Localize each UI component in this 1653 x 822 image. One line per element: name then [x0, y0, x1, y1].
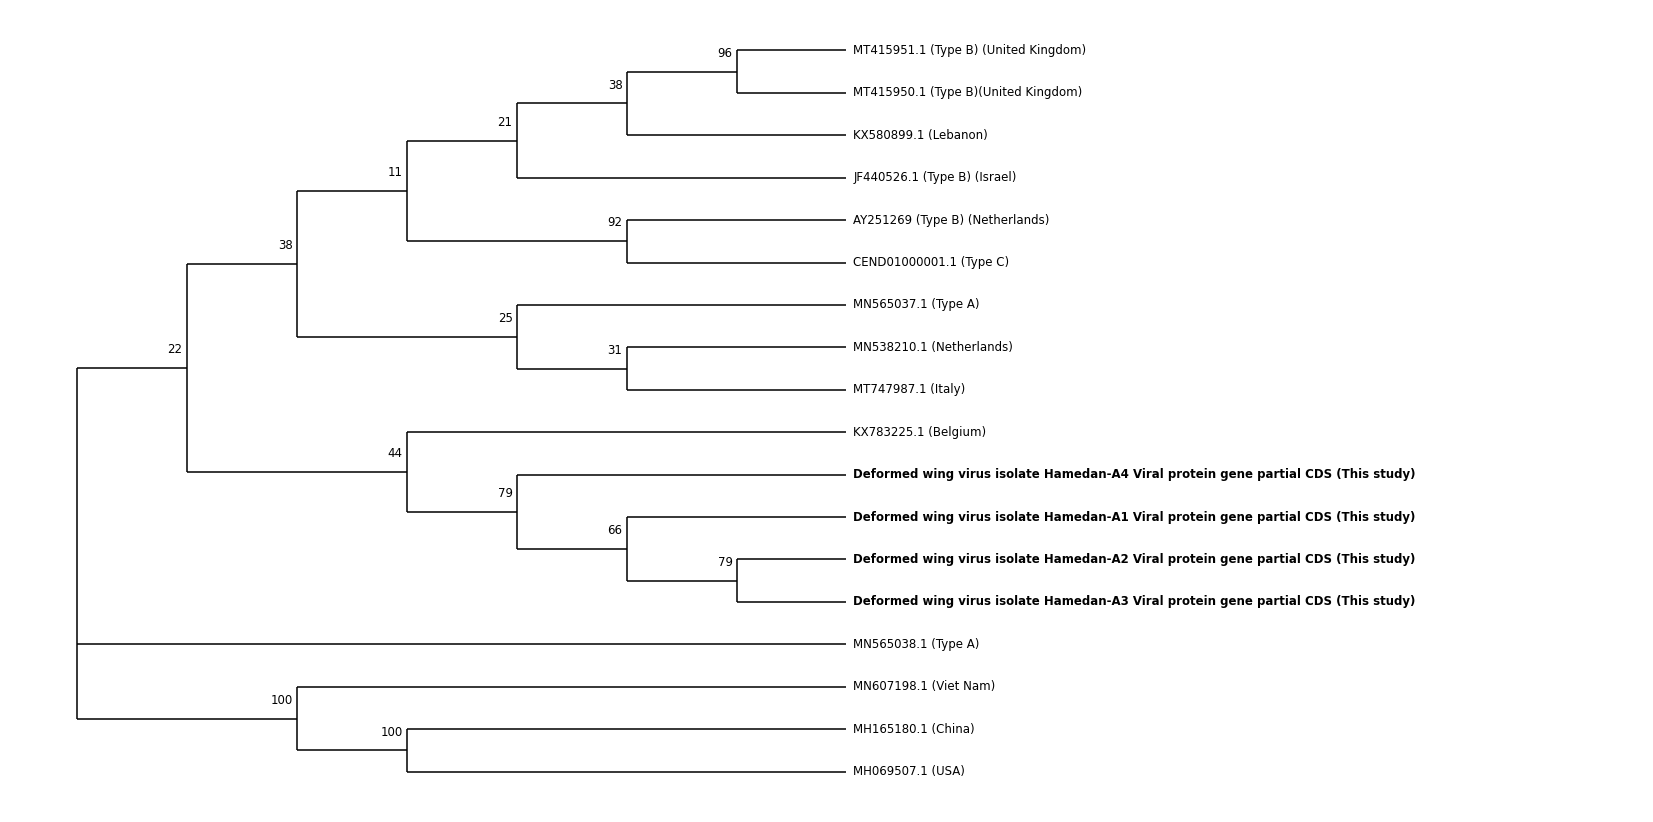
Text: MN565037.1 (Type A): MN565037.1 (Type A)	[853, 298, 980, 312]
Text: 25: 25	[498, 312, 512, 325]
Text: Deformed wing virus isolate Hamedan-A2 Viral protein gene partial CDS (This stud: Deformed wing virus isolate Hamedan-A2 V…	[853, 553, 1417, 566]
Text: 21: 21	[498, 116, 512, 129]
Text: MN538210.1 (Netherlands): MN538210.1 (Netherlands)	[853, 341, 1013, 353]
Text: 38: 38	[278, 239, 293, 252]
Text: 100: 100	[380, 726, 403, 738]
Text: 96: 96	[717, 47, 732, 60]
Text: 79: 79	[498, 487, 512, 500]
Text: MN565038.1 (Type A): MN565038.1 (Type A)	[853, 638, 980, 651]
Text: 44: 44	[387, 447, 403, 460]
Text: Deformed wing virus isolate Hamedan-A4 Viral protein gene partial CDS (This stud: Deformed wing virus isolate Hamedan-A4 V…	[853, 469, 1417, 481]
Text: Deformed wing virus isolate Hamedan-A3 Viral protein gene partial CDS (This stud: Deformed wing virus isolate Hamedan-A3 V…	[853, 595, 1417, 608]
Text: MH165180.1 (China): MH165180.1 (China)	[853, 723, 975, 736]
Text: 100: 100	[271, 694, 293, 707]
Text: JF440526.1 (Type B) (Israel): JF440526.1 (Type B) (Israel)	[853, 171, 1017, 184]
Text: 92: 92	[608, 216, 623, 229]
Text: 22: 22	[167, 343, 182, 356]
Text: MN607198.1 (Viet Nam): MN607198.1 (Viet Nam)	[853, 681, 995, 693]
Text: Deformed wing virus isolate Hamedan-A1 Viral protein gene partial CDS (This stud: Deformed wing virus isolate Hamedan-A1 V…	[853, 510, 1417, 524]
Text: 38: 38	[608, 79, 623, 91]
Text: MT415951.1 (Type B) (United Kingdom): MT415951.1 (Type B) (United Kingdom)	[853, 44, 1086, 57]
Text: KX580899.1 (Lebanon): KX580899.1 (Lebanon)	[853, 129, 988, 141]
Text: 11: 11	[387, 166, 403, 179]
Text: 66: 66	[608, 524, 623, 537]
Text: MT747987.1 (Italy): MT747987.1 (Italy)	[853, 383, 965, 396]
Text: MH069507.1 (USA): MH069507.1 (USA)	[853, 765, 965, 778]
Text: CEND01000001.1 (Type C): CEND01000001.1 (Type C)	[853, 256, 1010, 269]
Text: 31: 31	[608, 344, 623, 357]
Text: KX783225.1 (Belgium): KX783225.1 (Belgium)	[853, 426, 987, 439]
Text: AY251269 (Type B) (Netherlands): AY251269 (Type B) (Netherlands)	[853, 214, 1050, 227]
Text: 79: 79	[717, 556, 732, 569]
Text: MT415950.1 (Type B)(United Kingdom): MT415950.1 (Type B)(United Kingdom)	[853, 86, 1083, 99]
